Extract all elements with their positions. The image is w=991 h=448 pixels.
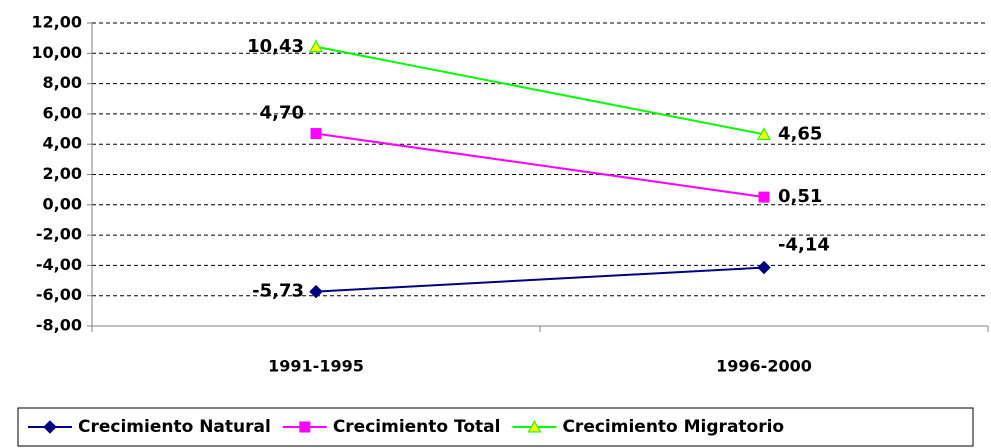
data-point [757,127,771,140]
data-label: 10,43 [247,36,304,57]
y-tick-label: 4,00 [43,134,82,153]
data-point [309,284,323,299]
y-tick-label: 12,00 [31,13,82,32]
legend-box [17,407,974,447]
legend-label: Crecimiento Migratorio [562,417,784,437]
data-point [757,260,771,275]
y-tick-label: -4,00 [36,255,82,274]
legend-marker [43,420,57,434]
series-line [315,266,765,293]
legend-label: Crecimiento Total [333,417,501,437]
y-tick-label: -2,00 [36,225,82,244]
legend-label: Crecimiento Natural [78,417,271,437]
data-label: 4,65 [778,123,822,144]
y-tick-label: 2,00 [43,164,82,183]
y-tick-label: 10,00 [31,43,82,62]
data-point [758,191,770,203]
y-tick-label: -8,00 [36,316,82,335]
data-label: -5,73 [252,281,304,302]
data-label: 4,70 [260,103,304,124]
x-tick-label: 1996-2000 [716,357,812,376]
data-point [310,128,322,140]
data-point [309,39,323,53]
legend-marker [527,419,542,433]
series-line [315,132,765,199]
series-line [315,45,765,136]
y-tick-label: 6,00 [43,103,82,122]
y-tick-label: 0,00 [43,194,82,213]
x-tick-label: 1991-1995 [268,357,364,376]
data-label: -4,14 [778,235,830,256]
y-tick-label: -6,00 [36,285,82,304]
y-tick-label: 8,00 [43,73,82,92]
legend-marker [299,421,311,433]
data-label: 0,51 [778,186,822,207]
